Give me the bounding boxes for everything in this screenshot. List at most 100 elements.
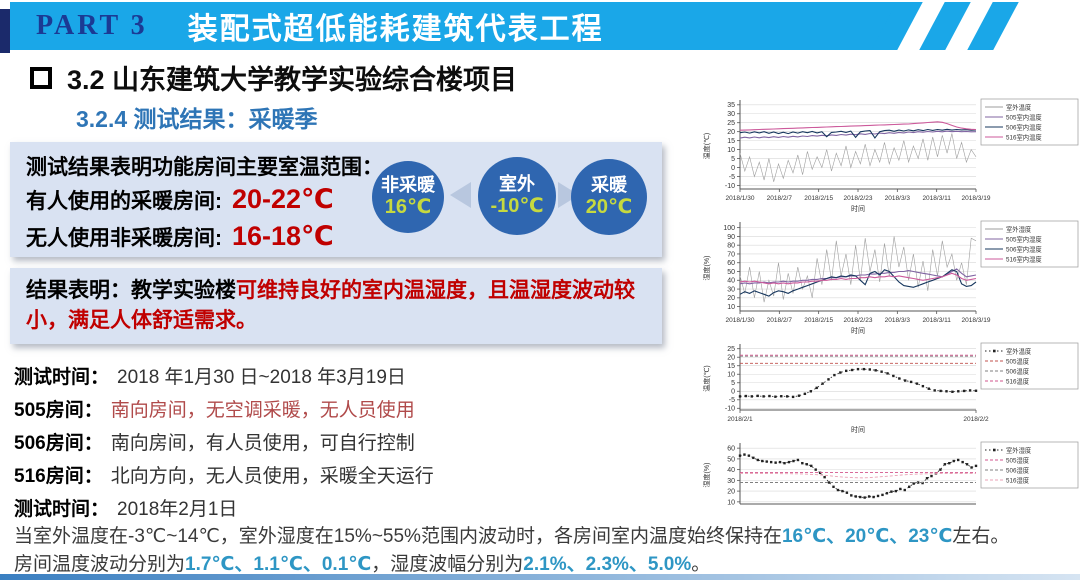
section-title-text: 3.2 山东建筑大学教学实验综合楼项目	[67, 65, 518, 95]
svg-text:湿度(%): 湿度(%)	[702, 463, 711, 488]
row-value: 2018 年1月30 日~2018 年3月19日	[117, 367, 406, 388]
svg-text:15: 15	[727, 138, 735, 145]
occupied-room-label: 有人使用的采暖房间:	[26, 190, 222, 213]
svg-text:506室内湿度: 506室内湿度	[1006, 244, 1042, 253]
badge-label: 非采暖	[381, 175, 435, 196]
row-label: 505房间：	[14, 400, 103, 421]
badge-label: 采暖	[591, 175, 627, 196]
room-506-row: 506房间： 南向房间，有人员使用，可自行控制	[14, 428, 415, 455]
badge-non-heated: 非采暖 16℃	[372, 161, 444, 233]
summary-text: 当室外温度在-3℃~14℃，室外湿度在15%~55%范围内波动时，各房间室内温度…	[14, 526, 782, 547]
svg-text:2018/3/11: 2018/3/11	[922, 317, 951, 324]
unoccupied-room-label: 无人使用非采暖房间:	[26, 227, 222, 250]
summary-text: 。	[691, 554, 711, 575]
occupied-room-range: 有人使用的采暖房间: 20-22℃	[26, 184, 334, 215]
row-label: 测试时间：	[14, 499, 110, 520]
svg-text:2018/2/7: 2018/2/7	[767, 195, 793, 202]
row-value: 北向方向，无人员使用，采暖全天运行	[110, 466, 434, 487]
svg-text:2018/2/7: 2018/2/7	[767, 317, 793, 324]
svg-text:50: 50	[727, 269, 735, 276]
section-title: 3.2 山东建筑大学教学实验综合楼项目	[30, 58, 517, 97]
svg-text:室外温度: 室外温度	[1006, 102, 1032, 111]
svg-text:湿度(%): 湿度(%)	[702, 256, 711, 281]
unoccupied-room-range: 无人使用非采暖房间: 16-18℃	[26, 221, 334, 252]
row-value: 南向房间，有人员使用，可自行控制	[110, 433, 415, 454]
row-label: 测试时间：	[14, 367, 110, 388]
svg-text:2018/2/23: 2018/2/23	[844, 317, 873, 324]
svg-text:温度(℃): 温度(℃)	[702, 133, 711, 160]
svg-text:30: 30	[727, 111, 735, 118]
svg-text:506温度: 506温度	[1006, 366, 1030, 375]
badge-outdoor: 室外 -10℃	[478, 157, 556, 235]
svg-text:2018/2/23: 2018/2/23	[844, 195, 873, 202]
svg-text:15: 15	[727, 363, 735, 370]
svg-text:2018/3/3: 2018/3/3	[885, 195, 911, 202]
svg-text:2018/3/19: 2018/3/19	[962, 195, 991, 202]
svg-text:室外湿度: 室外湿度	[1006, 224, 1032, 233]
svg-text:25: 25	[727, 120, 735, 127]
range-intro-bold: 测试结果表明	[26, 156, 152, 179]
summary-text: ，湿度波幅分别为	[371, 554, 524, 575]
svg-text:-10: -10	[725, 406, 735, 413]
row-label: 506房间：	[14, 433, 103, 454]
svg-text:30: 30	[727, 286, 735, 293]
svg-text:40: 40	[727, 467, 735, 474]
svg-text:5: 5	[731, 156, 735, 163]
summary-line-1: 当室外温度在-3℃~14℃，室外湿度在15%~55%范围内波动时，各房间室内温度…	[14, 521, 1009, 548]
svg-text:2018/3/11: 2018/3/11	[922, 195, 951, 202]
conclusion-highlight: 可维持良好的室内温湿度，且温湿度波动较小，满足人体舒适需求。	[26, 279, 635, 333]
svg-text:2018/1/30: 2018/1/30	[726, 317, 755, 324]
room-505-row: 505房间： 南向房间，无空调采暖，无人员使用	[14, 395, 415, 422]
row-value: 南向房间，无空调采暖，无人员使用	[110, 400, 415, 421]
summary-highlight: 16℃、20℃、23℃	[781, 526, 953, 547]
unoccupied-room-value: 16-18℃	[232, 221, 334, 251]
occupied-room-value: 20-22℃	[232, 184, 334, 214]
test-period-row: 测试时间： 2018 年1月30 日~2018 年3月19日	[14, 362, 406, 389]
subsection-title: 3.2.4 测试结果：采暖季	[76, 106, 318, 132]
badge-value: 16℃	[384, 195, 432, 218]
svg-text:-10: -10	[725, 183, 735, 190]
svg-text:516温度: 516温度	[1006, 376, 1030, 385]
square-bullet-icon	[30, 66, 52, 89]
svg-text:10: 10	[727, 499, 735, 506]
svg-text:40: 40	[727, 278, 735, 285]
svg-text:时间: 时间	[851, 326, 865, 335]
svg-text:10: 10	[727, 147, 735, 154]
svg-text:-5: -5	[729, 174, 735, 181]
svg-text:20: 20	[727, 355, 735, 362]
svg-text:506室内温度: 506室内温度	[1006, 122, 1042, 131]
svg-text:室外温度: 室外温度	[1006, 346, 1032, 355]
summary-text: 房间温度波动分别为	[14, 554, 186, 575]
badge-value: -10℃	[490, 194, 544, 217]
room-516-row: 516房间： 北向方向，无人员使用，采暖全天运行	[14, 461, 434, 488]
svg-text:505温度: 505温度	[1006, 356, 1030, 365]
svg-text:2018/1/30: 2018/1/30	[726, 195, 755, 202]
svg-text:506湿度: 506湿度	[1006, 465, 1030, 474]
svg-text:-5: -5	[729, 397, 735, 404]
svg-text:80: 80	[727, 243, 735, 250]
svg-text:516室内湿度: 516室内湿度	[1006, 254, 1042, 263]
range-intro-rest: 功能房间主要室温范围：	[152, 156, 383, 179]
svg-text:温度(℃): 温度(℃)	[702, 365, 711, 392]
svg-text:2018/3/3: 2018/3/3	[885, 317, 911, 324]
conclusion-box: 结果表明：教学实验楼可维持良好的室内温湿度，且温湿度波动较小，满足人体舒适需求。	[10, 268, 662, 344]
svg-text:25: 25	[727, 346, 735, 353]
svg-text:室外湿度: 室外湿度	[1006, 445, 1032, 454]
svg-text:50: 50	[727, 456, 735, 463]
conclusion-lead: 结果表明：教学实验楼	[26, 279, 236, 302]
svg-text:时间: 时间	[851, 204, 865, 213]
svg-text:35: 35	[727, 102, 735, 109]
svg-text:10: 10	[727, 304, 735, 311]
header-stripe-icon	[967, 2, 1019, 50]
summary-line-2: 房间温度波动分别为1.7℃、1.1℃、0.1℃，湿度波幅分别为2.1%、2.3%…	[14, 549, 710, 576]
svg-text:10: 10	[727, 372, 735, 379]
summary-text: 左右。	[952, 526, 1010, 547]
svg-text:516室内温度: 516室内温度	[1006, 132, 1042, 141]
svg-text:0: 0	[731, 389, 735, 396]
summary-highlight: 2.1%、2.3%、5.0%	[523, 554, 692, 575]
svg-text:2018/2/15: 2018/2/15	[804, 195, 833, 202]
row-label: 516房间：	[14, 466, 103, 487]
